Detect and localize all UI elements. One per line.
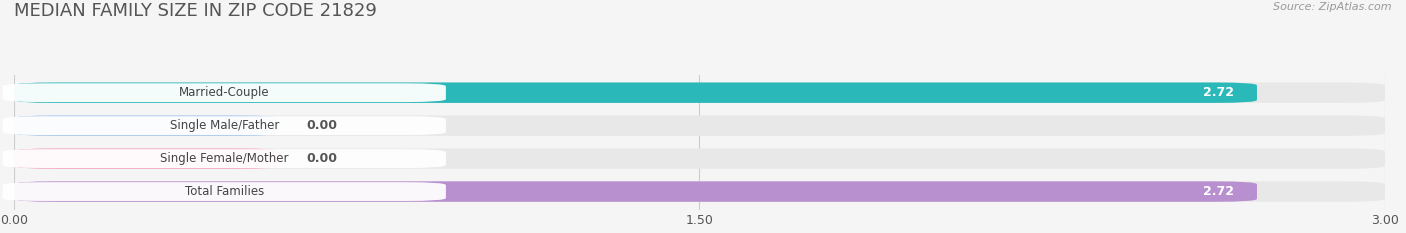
FancyBboxPatch shape [3, 83, 446, 102]
Text: 0.00: 0.00 [307, 152, 337, 165]
FancyBboxPatch shape [3, 116, 446, 135]
Text: Single Female/Mother: Single Female/Mother [160, 152, 288, 165]
FancyBboxPatch shape [14, 82, 1257, 103]
FancyBboxPatch shape [3, 182, 446, 201]
Text: Married-Couple: Married-Couple [179, 86, 270, 99]
Text: MEDIAN FAMILY SIZE IN ZIP CODE 21829: MEDIAN FAMILY SIZE IN ZIP CODE 21829 [14, 2, 377, 20]
FancyBboxPatch shape [14, 115, 1385, 136]
FancyBboxPatch shape [14, 148, 1385, 169]
FancyBboxPatch shape [14, 181, 1385, 202]
FancyBboxPatch shape [14, 82, 1385, 103]
Text: 2.72: 2.72 [1204, 86, 1234, 99]
FancyBboxPatch shape [14, 115, 278, 136]
Text: 2.72: 2.72 [1204, 185, 1234, 198]
Text: Source: ZipAtlas.com: Source: ZipAtlas.com [1274, 2, 1392, 12]
FancyBboxPatch shape [14, 148, 278, 169]
Text: 0.00: 0.00 [307, 119, 337, 132]
FancyBboxPatch shape [3, 149, 446, 168]
Text: Single Male/Father: Single Male/Father [170, 119, 278, 132]
Text: Total Families: Total Families [184, 185, 264, 198]
FancyBboxPatch shape [14, 181, 1257, 202]
